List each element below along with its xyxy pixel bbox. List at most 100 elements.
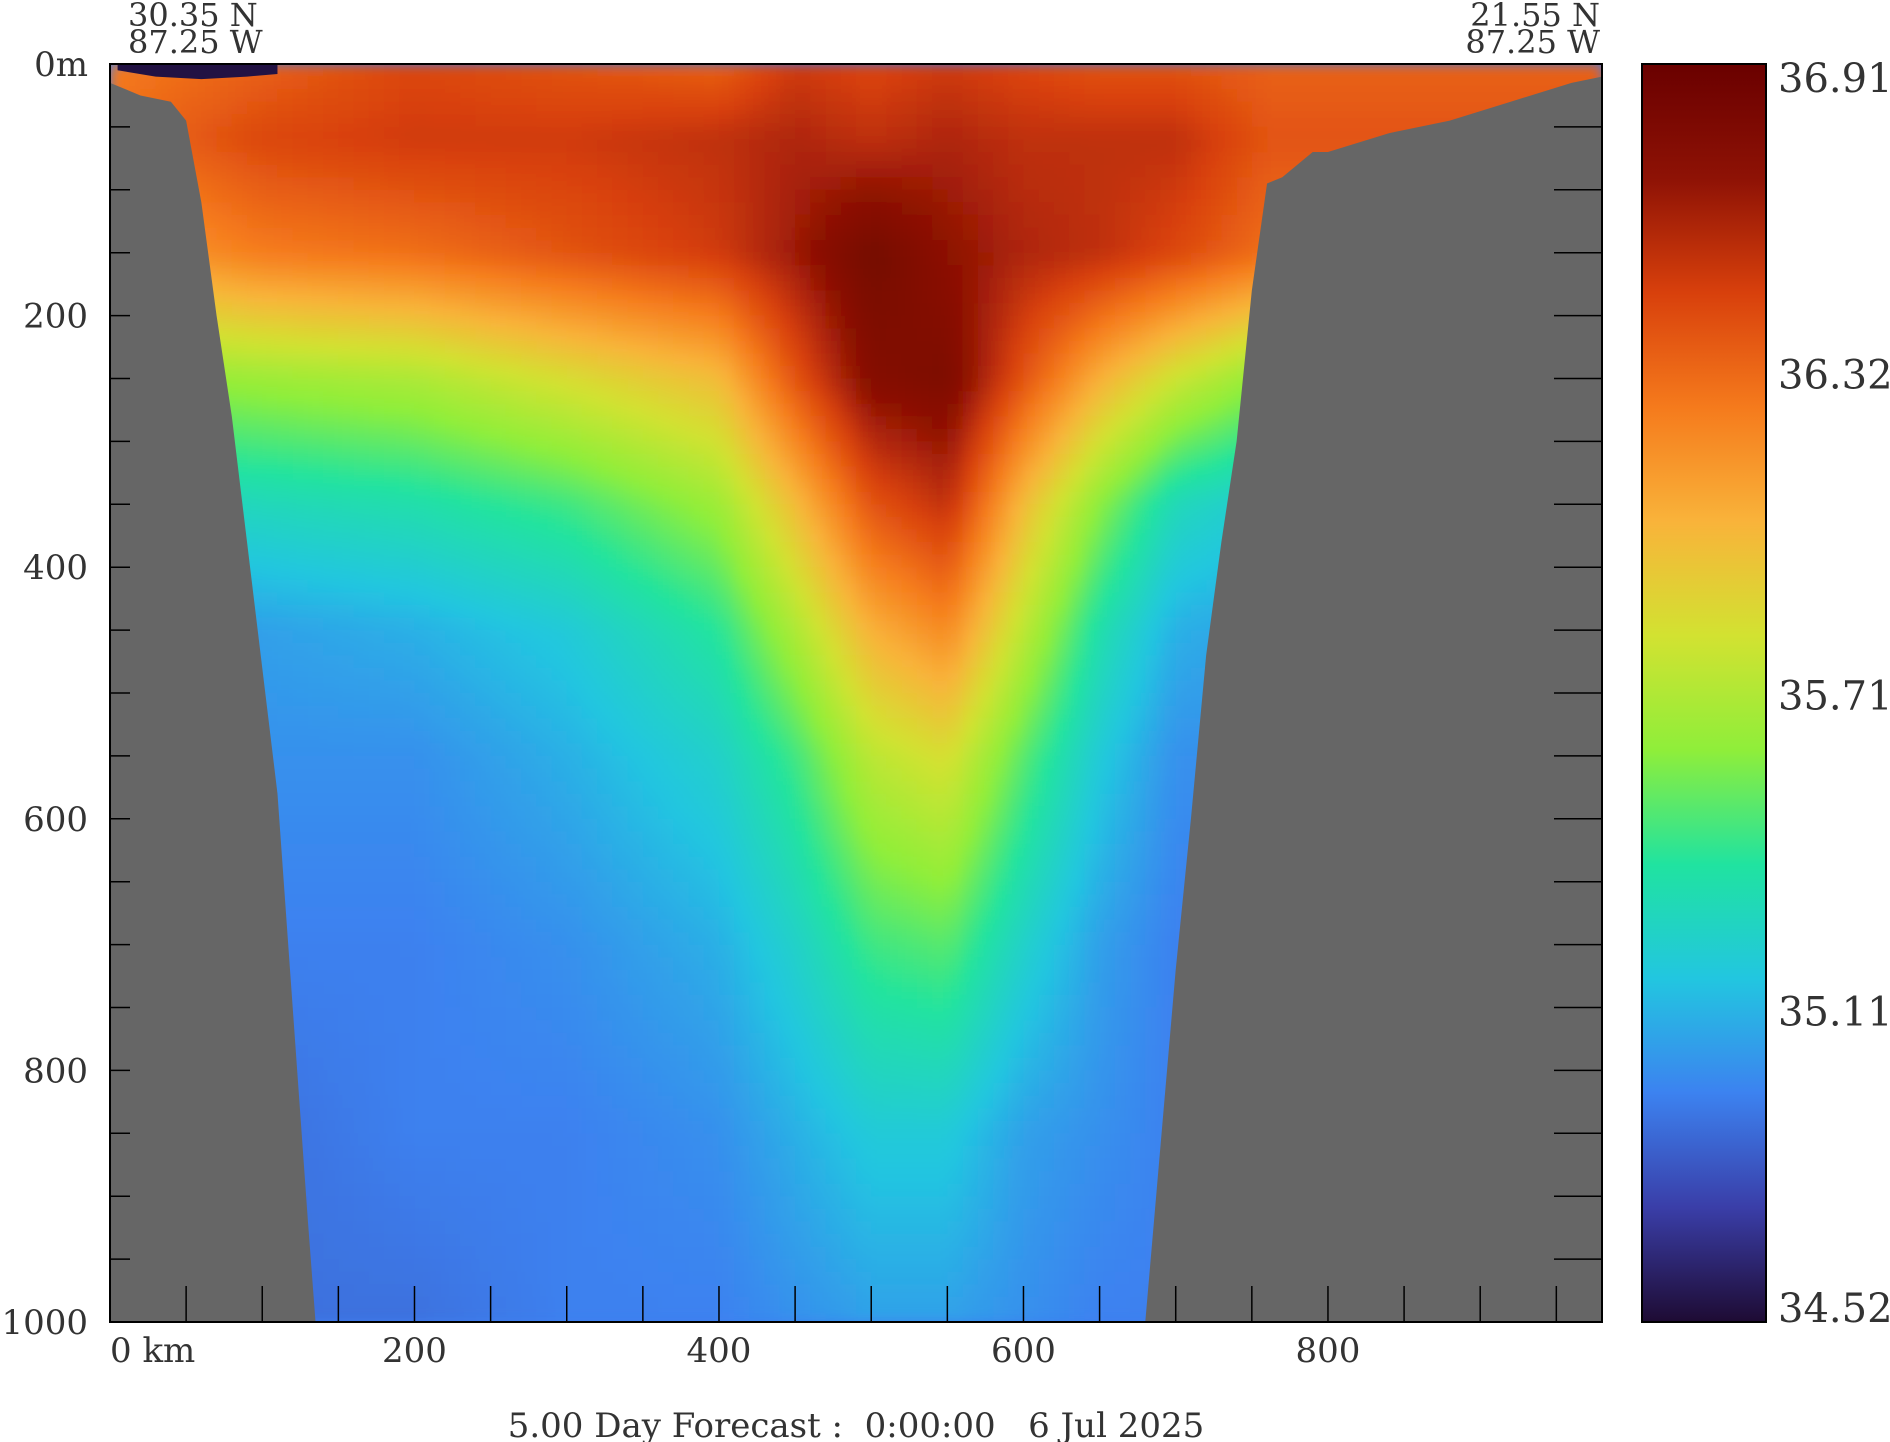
salinity-cell bbox=[338, 365, 355, 380]
salinity-cell bbox=[323, 177, 339, 191]
salinity-cell bbox=[368, 982, 385, 996]
salinity-cell bbox=[475, 177, 492, 191]
salinity-cell bbox=[353, 542, 370, 556]
salinity-cell bbox=[825, 718, 842, 732]
salinity-cell bbox=[856, 265, 872, 279]
salinity-cell bbox=[414, 982, 431, 996]
salinity-cell bbox=[231, 152, 248, 166]
salinity-cell bbox=[658, 843, 674, 858]
salinity-cell bbox=[368, 126, 385, 141]
salinity-cell bbox=[566, 76, 583, 90]
salinity-cell bbox=[581, 101, 598, 115]
salinity-cell bbox=[262, 604, 279, 619]
salinity-cell bbox=[551, 1246, 568, 1260]
salinity-cell bbox=[444, 969, 461, 983]
salinity-cell bbox=[338, 1309, 355, 1322]
salinity-cell bbox=[323, 466, 339, 480]
salinity-cell bbox=[688, 806, 705, 820]
salinity-cell bbox=[703, 240, 720, 254]
salinity-cell bbox=[307, 340, 324, 354]
salinity-cell bbox=[627, 391, 644, 405]
salinity-cell bbox=[734, 881, 751, 895]
salinity-cell bbox=[414, 491, 431, 505]
salinity-cell bbox=[673, 277, 690, 292]
salinity-cell bbox=[612, 1145, 629, 1160]
salinity-cell bbox=[795, 101, 811, 115]
salinity-cell bbox=[840, 592, 857, 606]
salinity-cell bbox=[612, 240, 629, 254]
salinity-cell bbox=[581, 806, 598, 820]
salinity-cell bbox=[825, 982, 842, 996]
salinity-cell bbox=[307, 328, 324, 342]
salinity-cell bbox=[353, 403, 370, 417]
salinity-cell bbox=[703, 567, 720, 581]
salinity-cell bbox=[612, 1246, 629, 1260]
salinity-cell bbox=[840, 303, 857, 317]
salinity-cell bbox=[353, 315, 370, 329]
salinity-cell bbox=[414, 730, 431, 744]
salinity-cell bbox=[231, 252, 248, 266]
salinity-cell bbox=[475, 994, 492, 1009]
salinity-cell bbox=[429, 793, 446, 807]
salinity-cell bbox=[384, 76, 400, 90]
salinity-cell bbox=[795, 982, 811, 996]
salinity-cell bbox=[612, 1082, 629, 1097]
salinity-cell bbox=[444, 114, 461, 128]
salinity-cell bbox=[399, 969, 416, 983]
salinity-cell bbox=[825, 906, 842, 921]
salinity-cell bbox=[338, 1145, 355, 1160]
salinity-cell bbox=[764, 1108, 781, 1122]
salinity-cell bbox=[338, 529, 355, 543]
salinity-cell bbox=[307, 1007, 324, 1021]
salinity-cell bbox=[429, 617, 446, 631]
salinity-cell bbox=[551, 1070, 568, 1084]
salinity-cell bbox=[825, 1007, 842, 1021]
salinity-cell bbox=[581, 730, 598, 744]
salinity-cell bbox=[307, 303, 324, 317]
salinity-cell bbox=[734, 869, 751, 883]
salinity-cell bbox=[323, 1171, 339, 1185]
salinity-cell bbox=[353, 189, 370, 203]
salinity-cell bbox=[444, 416, 461, 430]
salinity-cell bbox=[414, 1259, 431, 1273]
salinity-cell bbox=[216, 89, 233, 103]
salinity-cell bbox=[627, 441, 644, 455]
salinity-cell bbox=[566, 315, 583, 329]
salinity-cell bbox=[414, 680, 431, 694]
salinity-cell bbox=[597, 781, 613, 795]
salinity-cell bbox=[856, 504, 872, 518]
salinity-cell bbox=[688, 1032, 705, 1046]
salinity-cell bbox=[399, 718, 416, 732]
salinity-cell bbox=[292, 781, 309, 795]
salinity-cell bbox=[825, 529, 842, 543]
salinity-cell bbox=[749, 453, 766, 468]
salinity-cell bbox=[779, 378, 796, 392]
salinity-cell bbox=[429, 114, 446, 128]
salinity-cell bbox=[262, 328, 279, 342]
salinity-cell bbox=[673, 378, 690, 392]
salinity-cell bbox=[703, 328, 720, 342]
salinity-cell bbox=[475, 919, 492, 933]
salinity-cell bbox=[795, 277, 811, 292]
salinity-cell bbox=[536, 932, 553, 946]
salinity-cell bbox=[749, 1120, 766, 1134]
salinity-cell bbox=[368, 1095, 385, 1109]
salinity-cell bbox=[566, 1196, 583, 1210]
salinity-cell bbox=[673, 1108, 690, 1122]
salinity-cell bbox=[505, 1271, 522, 1285]
salinity-cell bbox=[368, 768, 385, 782]
salinity-cell bbox=[581, 869, 598, 883]
salinity-cell bbox=[399, 1020, 416, 1034]
salinity-cell bbox=[658, 303, 674, 317]
salinity-cell bbox=[551, 214, 568, 229]
salinity-cell bbox=[429, 403, 446, 417]
salinity-cell bbox=[368, 932, 385, 946]
salinity-cell bbox=[749, 932, 766, 946]
salinity-cell bbox=[779, 1246, 796, 1260]
salinity-cell bbox=[292, 453, 309, 468]
salinity-cell bbox=[597, 189, 613, 203]
salinity-cell bbox=[429, 378, 446, 392]
salinity-cell bbox=[414, 567, 431, 581]
salinity-cell bbox=[460, 227, 476, 241]
salinity-cell bbox=[353, 1020, 370, 1034]
